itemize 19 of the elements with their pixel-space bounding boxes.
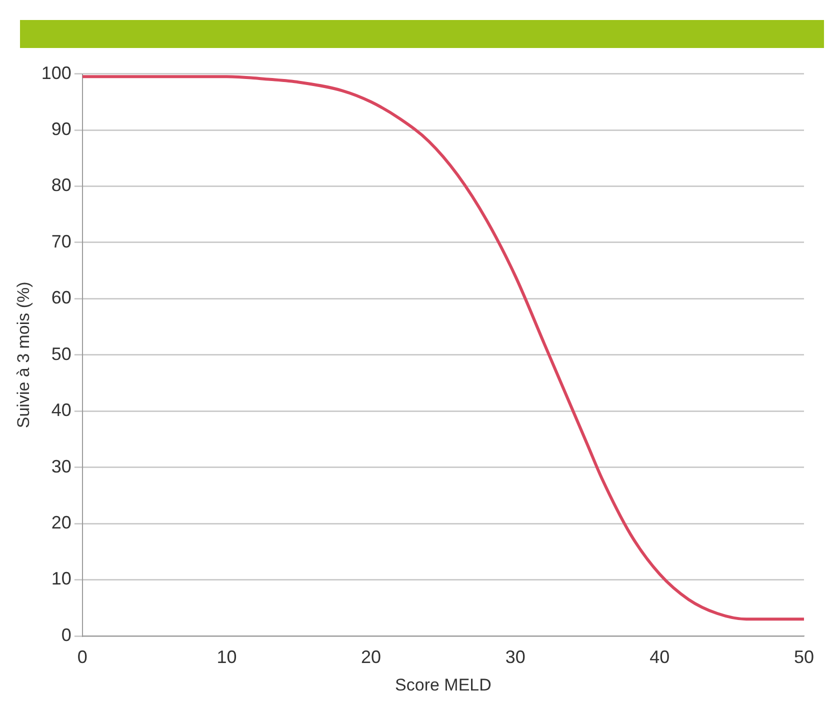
y-tick-label: 80 [51, 175, 72, 196]
y-tick-label: 40 [51, 400, 72, 420]
y-tick-label: 60 [51, 288, 72, 308]
y-tick-label: 30 [51, 456, 72, 476]
x-tick-label: 50 [794, 646, 814, 667]
y-axis-title: Suivie à 3 mois (%) [14, 282, 33, 428]
y-tick-label: 20 [51, 512, 72, 533]
x-tick-label: 40 [650, 646, 670, 667]
x-axis-title: Score MELD [395, 675, 492, 694]
y-tick-label: 90 [51, 118, 72, 139]
x-tick-label: 20 [361, 646, 382, 667]
y-tick-label: 100 [41, 62, 72, 83]
y-tick-label: 0 [61, 624, 72, 645]
y-tick-label: 10 [51, 568, 72, 589]
x-tick-label: 30 [505, 646, 526, 667]
x-tick-label: 10 [216, 646, 237, 667]
y-tick-label: 70 [51, 231, 72, 252]
y-tick-label: 50 [51, 344, 72, 364]
x-tick-label: 0 [77, 646, 88, 667]
